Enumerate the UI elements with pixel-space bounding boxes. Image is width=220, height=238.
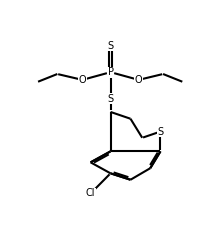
Text: S: S <box>108 94 114 104</box>
Text: O: O <box>135 75 143 85</box>
Text: P: P <box>108 67 114 77</box>
Text: S: S <box>108 41 114 51</box>
Text: S: S <box>158 127 163 137</box>
Text: Cl: Cl <box>86 188 95 198</box>
Text: O: O <box>79 75 86 85</box>
